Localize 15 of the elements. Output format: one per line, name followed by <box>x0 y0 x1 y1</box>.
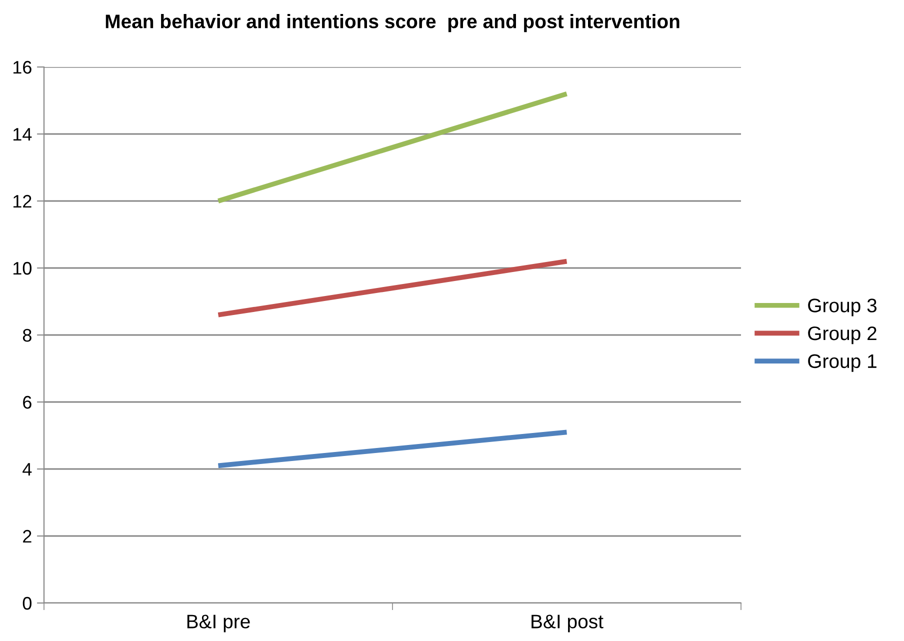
y-tick-label: 12 <box>13 194 32 208</box>
legend-label: Group 3 <box>808 298 877 316</box>
y-tick-label: 14 <box>13 128 32 141</box>
chart-title: Mean behavior and intentions score pre and post intervention <box>106 14 680 32</box>
y-tick-label: 16 <box>13 60 32 74</box>
y-tick-label: 8 <box>22 328 32 342</box>
y-tick-label: 0 <box>22 596 32 610</box>
y-tick-label: 4 <box>22 463 32 476</box>
y-tick-label: 2 <box>23 530 32 543</box>
y-tick-label: 6 <box>23 396 32 409</box>
x-tick-label: B&I pre <box>187 614 250 632</box>
y-tick-label: 10 <box>13 262 32 275</box>
legend-label: Group 2 <box>808 326 876 344</box>
legend-label: Group 1 <box>808 354 876 372</box>
x-tick-label: B&I post <box>532 614 604 632</box>
